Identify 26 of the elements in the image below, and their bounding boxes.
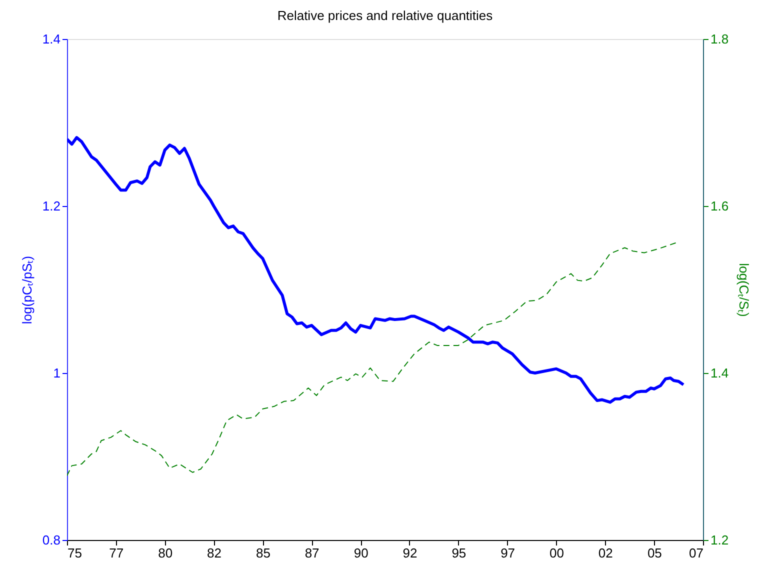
x-tick-label: 00: [550, 546, 564, 560]
x-tick-label: 75: [68, 546, 82, 560]
x-tick-label: 85: [256, 546, 270, 560]
x-tick-label: 87: [304, 546, 320, 560]
y-tick-label: 1.4: [42, 32, 60, 46]
x-tick-label: 07: [689, 546, 704, 560]
y-tick-label: 1.2: [42, 198, 60, 214]
y2-axis-title: log(Cₜ/Sₜ): [736, 263, 752, 317]
y-tick-label: 1: [53, 366, 60, 380]
x-tick-label: 02: [598, 546, 613, 560]
x-tick-label: 90: [354, 546, 368, 560]
y2-tick-label: 1.4: [710, 366, 729, 380]
y-axis-title: log(pCₜ/pSₜ): [19, 256, 34, 324]
chart-title: Relative prices and relative quantities: [277, 8, 494, 23]
x-tick-label: 92: [402, 546, 418, 560]
y2-tick-label: 1.6: [710, 198, 729, 214]
line-series: [67, 136, 685, 404]
x-tick-label: 82: [206, 546, 222, 560]
y2-tick-label: 1.8: [710, 32, 729, 46]
x-tick-label: 05: [647, 546, 662, 560]
y-tick-label: 0.8: [42, 532, 60, 548]
y2-tick-label: 1.2: [710, 532, 729, 548]
x-tick-label: 97: [500, 546, 516, 560]
x-tick-label: 95: [452, 546, 466, 560]
x-tick-label: 80: [158, 546, 173, 560]
x-tick-label: 77: [109, 546, 124, 560]
